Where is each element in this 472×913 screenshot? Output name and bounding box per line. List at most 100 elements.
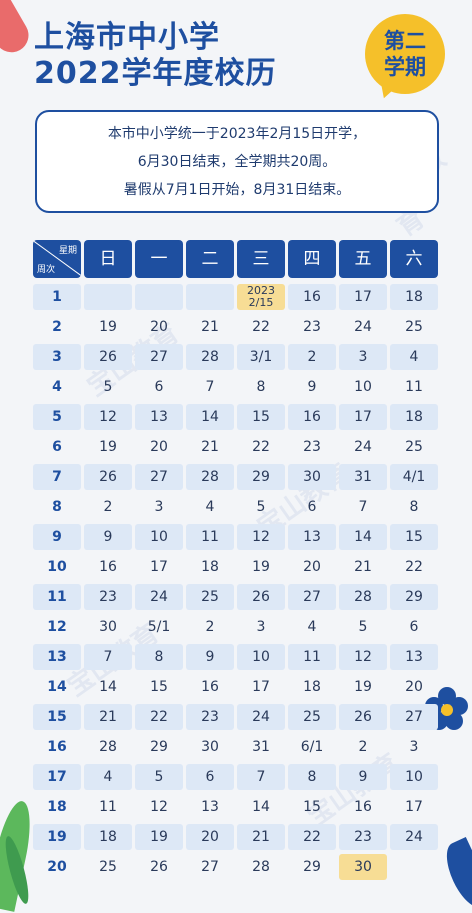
semester-badge-line2: 学期 (384, 55, 426, 79)
date-cell (390, 854, 438, 880)
date-cell: 10 (354, 379, 372, 395)
date-cell: 31 (252, 739, 270, 755)
date-cell: 22 (405, 559, 423, 575)
date-cell: 18 (201, 559, 219, 575)
date-cell: 30 (339, 854, 387, 880)
notice-line-2: 6月30日结束，全学期共20周。 (137, 154, 337, 170)
page-title: 上海市中小学 (34, 20, 220, 55)
date-cell: 2 (288, 344, 336, 370)
date-cell: 28 (186, 344, 234, 370)
week-row: 12 30 5/1 2 3 4 5 6 (33, 612, 441, 642)
date-cell: 17 (339, 284, 387, 310)
week-row: 1 2023 2/15 16 17 18 (33, 282, 441, 312)
date-cell: 30 (288, 464, 336, 490)
date-cell: 27 (135, 344, 183, 370)
date-cell: 23 (84, 584, 132, 610)
week-number: 19 (33, 824, 81, 850)
date-cell: 9 (307, 379, 317, 395)
date-cell: 22 (135, 704, 183, 730)
date-cell: 15 (390, 524, 438, 550)
notice-line-3: 暑假从7月1日开始，8月31日结束。 (123, 182, 351, 198)
date-cell: 21 (354, 559, 372, 575)
calendar-rows: 1 2023 2/15 16 17 18 2 19 20 21 22 23 24 25 3 26 27 28 3/… (33, 282, 441, 882)
day-header: 五 (339, 240, 387, 278)
date-cell: 4 (205, 499, 215, 515)
date-cell: 2 (205, 619, 215, 635)
date-cell: 16 (354, 799, 372, 815)
week-row: 14 14 15 16 17 18 19 20 (33, 672, 441, 702)
date-cell: 24 (390, 824, 438, 850)
date-cell: 16 (288, 404, 336, 430)
day-header: 一 (135, 240, 183, 278)
week-row: 5 12 13 14 15 16 17 18 (33, 402, 441, 432)
date-cell: 21 (201, 439, 219, 455)
week-number: 6 (52, 439, 62, 455)
date-cell: 14 (339, 524, 387, 550)
date-cell: 23 (339, 824, 387, 850)
date-cell: 26 (237, 584, 285, 610)
date-cell: 12 (84, 404, 132, 430)
date-cell: 3 (339, 344, 387, 370)
week-row: 17 4 5 6 7 8 9 10 (33, 762, 441, 792)
weekday-axis-label: 星期 (58, 246, 77, 256)
date-cell: 18 (84, 824, 132, 850)
date-cell: 17 (252, 679, 270, 695)
date-cell (135, 284, 183, 310)
date-cell: 25 (99, 859, 117, 875)
date-cell: 28 (339, 584, 387, 610)
date-cell: 11 (186, 524, 234, 550)
date-cell: 24 (237, 704, 285, 730)
date-cell: 27 (135, 464, 183, 490)
date-cell: 8 (135, 644, 183, 670)
date-cell: 19 (252, 559, 270, 575)
date-cell: 11 (99, 799, 117, 815)
date-cell: 4 (390, 344, 438, 370)
day-header: 四 (288, 240, 336, 278)
date-cell: 20 (150, 319, 168, 335)
date-cell: 17 (339, 404, 387, 430)
date-cell: 3 (256, 619, 266, 635)
date-cell: 20 (150, 439, 168, 455)
date-cell: 16 (99, 559, 117, 575)
week-row: 11 23 24 25 26 27 28 29 (33, 582, 441, 612)
date-cell: 16 (201, 679, 219, 695)
week-row: 6 19 20 21 22 23 24 25 (33, 432, 441, 462)
date-cell: 6/1 (300, 739, 324, 755)
date-cell: 4 (307, 619, 317, 635)
date-cell: 3 (154, 499, 164, 515)
date-cell: 25 (288, 704, 336, 730)
date-cell: 19 (99, 439, 117, 455)
date-cell: 7 (358, 499, 368, 515)
date-cell: 12 (237, 524, 285, 550)
date-cell: 20 (186, 824, 234, 850)
date-cell: 19 (135, 824, 183, 850)
date-cell: 21 (201, 319, 219, 335)
week-number: 14 (47, 679, 67, 695)
week-row: 10 16 17 18 19 20 21 22 (33, 552, 441, 582)
week-number: 20 (47, 859, 67, 875)
date-cell: 18 (303, 679, 321, 695)
date-cell: 17 (405, 799, 423, 815)
date-cell: 23 (186, 704, 234, 730)
date-cell: 18 (390, 404, 438, 430)
date-cell: 4/1 (390, 464, 438, 490)
date-cell: 9 (186, 644, 234, 670)
date-cell: 11 (288, 644, 336, 670)
date-cell: 22 (252, 319, 270, 335)
day-header: 三 (237, 240, 285, 278)
week-number: 2 (52, 319, 62, 335)
date-cell: 24 (354, 319, 372, 335)
date-cell: 20 (405, 679, 423, 695)
week-number: 12 (47, 619, 67, 635)
date-cell: 23 (303, 439, 321, 455)
date-cell: 5 (256, 499, 266, 515)
date-cell: 12 (150, 799, 168, 815)
day-header: 六 (390, 240, 438, 278)
date-cell: 29 (303, 859, 321, 875)
week-row: 3 26 27 28 3/1 2 3 4 (33, 342, 441, 372)
semester-badge-line1: 第二 (384, 29, 426, 53)
date-cell: 25 (186, 584, 234, 610)
date-cell: 21 (237, 824, 285, 850)
date-cell: 14 (186, 404, 234, 430)
date-cell: 17 (150, 559, 168, 575)
